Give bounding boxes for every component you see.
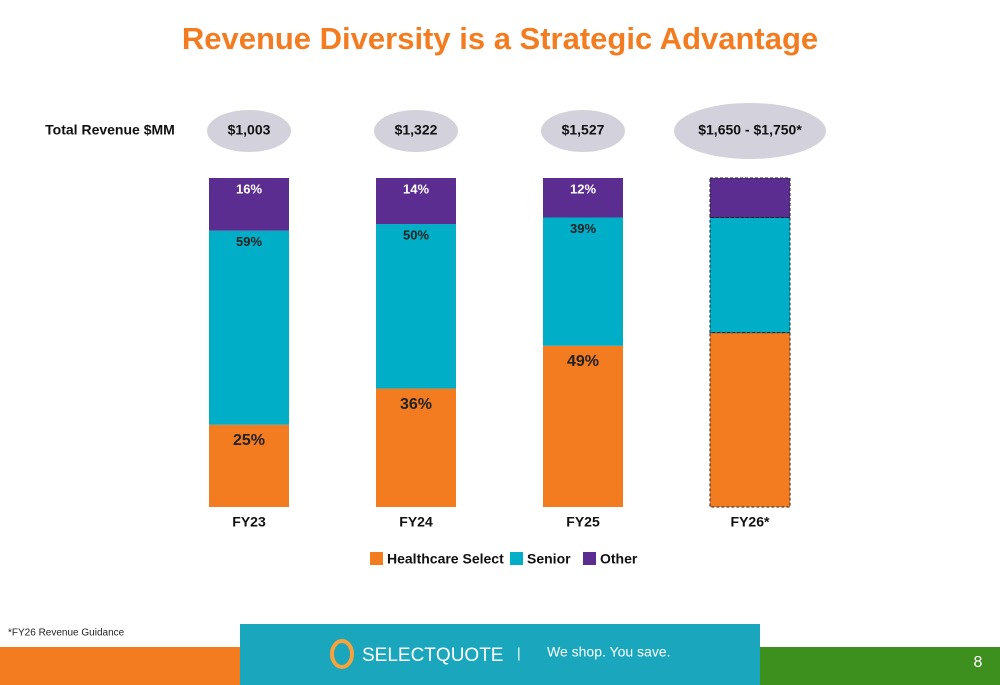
bar-segment bbox=[543, 345, 623, 507]
x-tick-label: FY24 bbox=[399, 514, 433, 530]
legend-label: Other bbox=[600, 551, 638, 567]
value-label: 16% bbox=[236, 181, 262, 196]
bar-segment bbox=[376, 178, 456, 225]
bar-segment bbox=[376, 388, 456, 507]
value-label: 59% bbox=[236, 234, 262, 249]
bar-segment bbox=[376, 224, 456, 389]
footer-band bbox=[0, 647, 240, 685]
footer-band bbox=[760, 647, 1000, 685]
value-label: 39% bbox=[570, 221, 596, 236]
x-tick-label: FY26* bbox=[731, 514, 770, 530]
total-bubble bbox=[541, 110, 625, 152]
value-label: 14% bbox=[403, 181, 429, 196]
total-bubble bbox=[374, 110, 458, 152]
x-tick-label: FY25 bbox=[566, 514, 600, 530]
total-label: $1,322 bbox=[395, 122, 438, 138]
totals-label: Total Revenue $MM bbox=[45, 122, 175, 138]
legend-label: Senior bbox=[527, 551, 571, 567]
footer-brand-box bbox=[240, 624, 760, 685]
page-number: 8 bbox=[974, 654, 983, 671]
chart-title: Revenue Diversity is a Strategic Advanta… bbox=[182, 21, 818, 56]
bar-segment bbox=[709, 177, 791, 218]
value-label: 50% bbox=[403, 227, 429, 242]
value-label: 36% bbox=[400, 396, 432, 413]
total-bubble bbox=[674, 103, 826, 159]
footnote: *FY26 Revenue Guidance bbox=[8, 628, 125, 639]
x-tick-label: FY23 bbox=[232, 514, 266, 530]
legend-swatch bbox=[583, 552, 596, 565]
legend-label: Healthcare Select bbox=[387, 551, 504, 567]
value-label: 25% bbox=[233, 432, 265, 449]
total-label: $1,527 bbox=[562, 122, 605, 138]
separator: | bbox=[517, 645, 521, 661]
bar-segment bbox=[209, 178, 289, 231]
total-label: $1,650 - $1,750* bbox=[698, 122, 802, 138]
legend-swatch bbox=[510, 552, 523, 565]
brand-name: SELECTQUOTE bbox=[362, 645, 503, 666]
tagline: We shop. You save. bbox=[547, 644, 671, 660]
total-label: $1,003 bbox=[228, 122, 271, 138]
bar-segment bbox=[543, 217, 623, 346]
value-label: 49% bbox=[567, 353, 599, 370]
bar-segment bbox=[209, 424, 289, 507]
value-label: 12% bbox=[570, 181, 596, 196]
brand-logo bbox=[330, 639, 354, 669]
legend-swatch bbox=[370, 552, 383, 565]
bar-segment bbox=[709, 216, 791, 334]
bar-segment bbox=[209, 230, 289, 425]
bar-segment bbox=[709, 332, 791, 508]
total-bubble bbox=[207, 110, 291, 152]
bar-segment bbox=[543, 178, 623, 218]
